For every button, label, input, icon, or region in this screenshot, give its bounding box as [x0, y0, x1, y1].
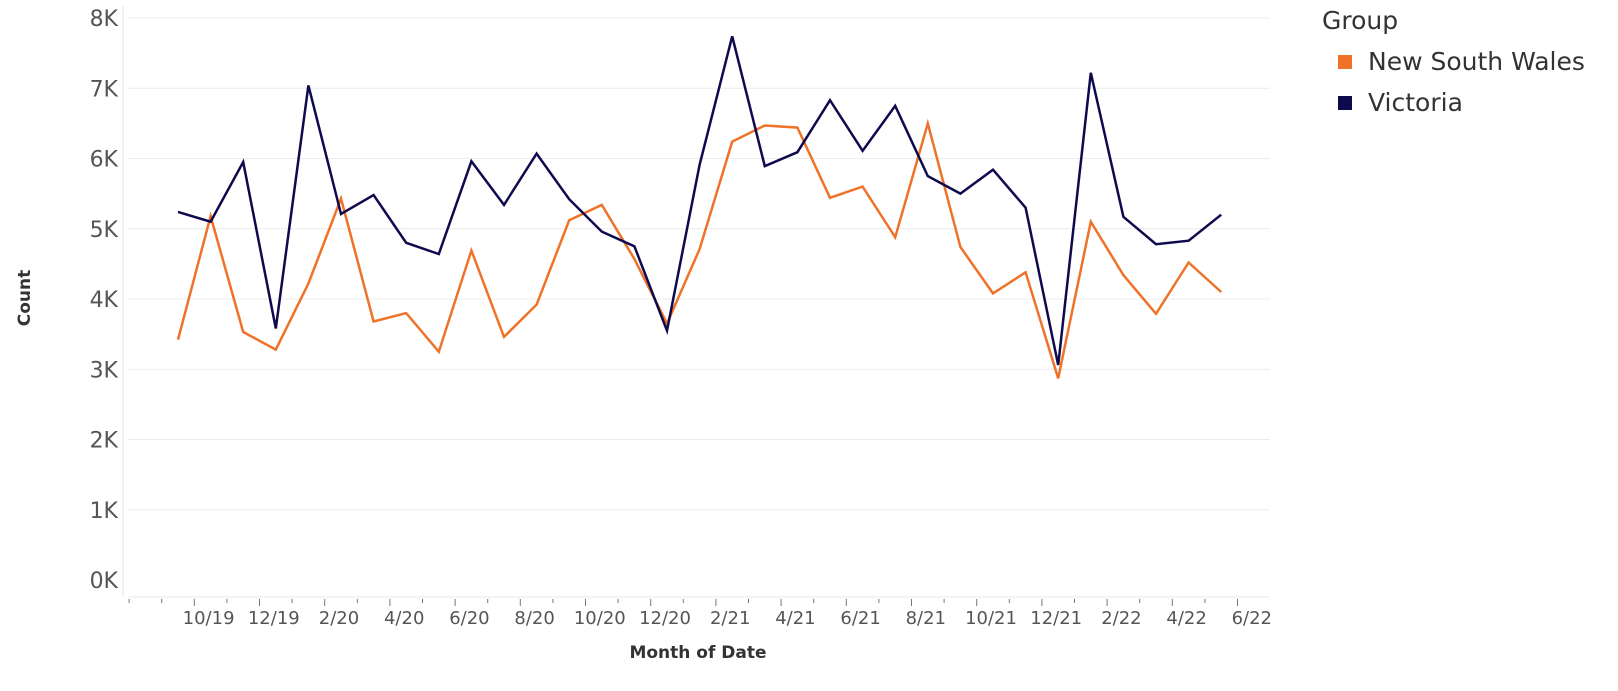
x-tick-label: 2/22 — [1101, 608, 1141, 629]
x-tick-label: 10/20 — [574, 608, 626, 629]
legend-label: New South Wales — [1368, 47, 1585, 76]
legend-swatch — [1338, 54, 1352, 69]
legend-item-victoria[interactable]: Victoria — [1322, 82, 1585, 123]
gridlines — [122, 6, 1270, 596]
x-tick-label: 2/21 — [710, 608, 750, 629]
y-tick-label: 2K — [90, 429, 119, 454]
x-tick-label: 8/21 — [906, 608, 946, 629]
legend-swatch — [1338, 95, 1352, 110]
x-tick-label: 4/21 — [775, 608, 815, 629]
series-line-new-south-wales[interactable] — [176, 118, 1223, 379]
series-line-victoria[interactable] — [177, 35, 1222, 366]
legend-item-new-south-wales[interactable]: New South Wales — [1322, 41, 1585, 82]
y-tick-label: 6K — [90, 148, 119, 173]
x-tick-label: 6/21 — [840, 608, 880, 629]
x-tick-label: 4/22 — [1166, 608, 1206, 629]
x-axis: 10/19 12/19 2/20 4/20 6/20 8/20 10/20 12/20 2/21… — [128, 596, 1272, 629]
legend-label: Victoria — [1368, 88, 1463, 117]
x-tick-label: 8/20 — [514, 608, 554, 629]
x-tick-label: 10/21 — [965, 608, 1017, 629]
y-tick-label: 3K — [90, 358, 119, 383]
y-tick-label: 1K — [90, 499, 119, 524]
x-tick-label: 6/20 — [449, 608, 489, 629]
x-tick-label: 4/20 — [384, 608, 424, 629]
x-tick-label: 2/20 — [319, 608, 359, 629]
x-tick-label: 10/19 — [183, 608, 235, 629]
x-tick-label: 12/19 — [248, 608, 300, 629]
y-tick-label: 7K — [90, 77, 119, 102]
y-axis: 0K 1K 2K 3K 4K 5K 6K 7K 8K — [90, 7, 119, 594]
x-tick-label: 6/22 — [1232, 608, 1272, 629]
y-tick-label: 0K — [90, 569, 119, 594]
y-axis-title: Count — [15, 270, 35, 327]
y-tick-label: 4K — [90, 288, 119, 313]
x-axis-title: Month of Date — [629, 643, 766, 663]
x-tick-label: 12/20 — [639, 608, 691, 629]
series-lines — [176, 35, 1223, 379]
legend: Group New South Wales Victoria — [1322, 6, 1585, 123]
x-tick-label: 12/21 — [1030, 608, 1082, 629]
y-tick-label: 8K — [90, 7, 119, 32]
y-tick-label: 5K — [90, 218, 119, 243]
legend-title: Group — [1322, 6, 1399, 35]
